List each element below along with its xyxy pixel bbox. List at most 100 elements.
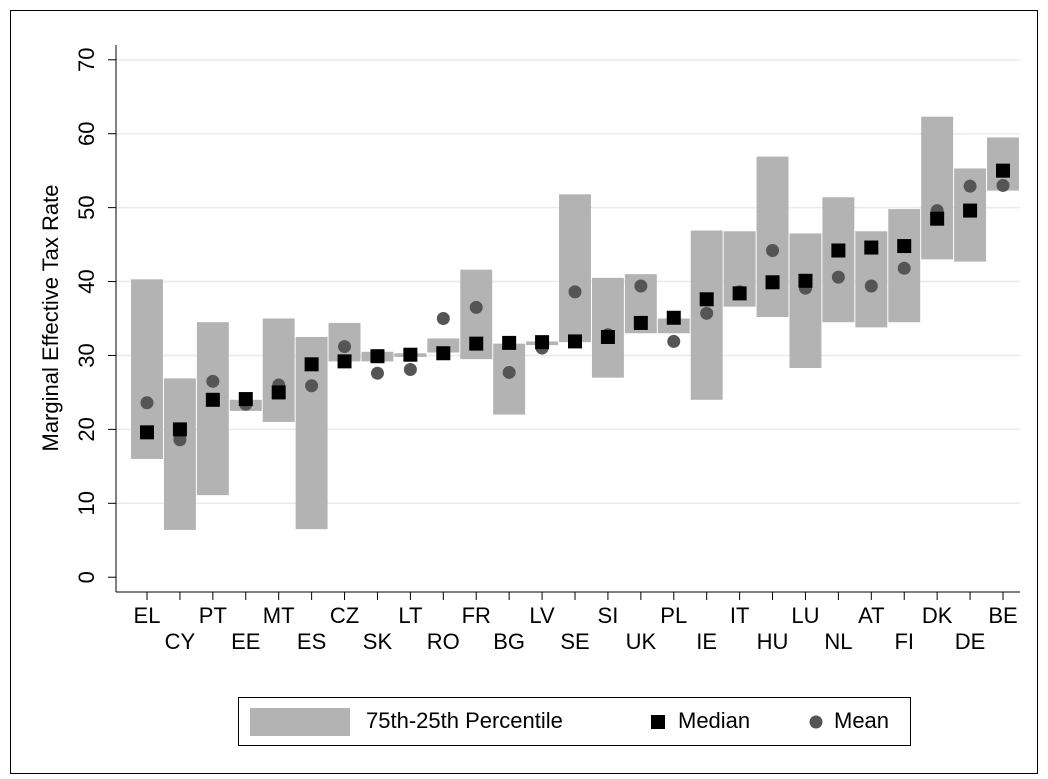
mean-dot bbox=[173, 433, 187, 447]
legend-label: Mean bbox=[834, 708, 889, 733]
range-bar bbox=[921, 116, 954, 260]
mean-dot bbox=[667, 334, 681, 348]
legend-swatch bbox=[651, 715, 665, 729]
x-tick-label: ES bbox=[297, 629, 326, 654]
x-tick-label: FR bbox=[462, 603, 491, 628]
x-tick-label: EE bbox=[231, 629, 260, 654]
x-tick-label: SE bbox=[560, 629, 589, 654]
x-tick-label: LV bbox=[529, 603, 555, 628]
median-marker bbox=[436, 346, 451, 361]
x-tick-label: CY bbox=[165, 629, 196, 654]
median-marker bbox=[864, 240, 879, 255]
x-tick-label: LU bbox=[791, 603, 819, 628]
median-marker bbox=[699, 292, 714, 307]
mean-dot bbox=[766, 243, 780, 257]
median-marker bbox=[205, 392, 220, 407]
mean-dot bbox=[634, 279, 648, 293]
range-bar bbox=[657, 318, 690, 334]
range-bar bbox=[196, 322, 229, 496]
x-tick-label: BE bbox=[988, 603, 1017, 628]
legend bbox=[238, 697, 911, 746]
range-bar bbox=[822, 197, 855, 323]
median-marker bbox=[271, 385, 286, 400]
range-bar bbox=[559, 194, 591, 343]
range-bar bbox=[262, 318, 295, 422]
x-tick-label: CZ bbox=[330, 603, 359, 628]
median-marker bbox=[370, 349, 385, 364]
mean-dot bbox=[831, 270, 845, 284]
y-tick-label: 60 bbox=[74, 121, 99, 145]
mean-dot bbox=[502, 365, 516, 379]
median-marker bbox=[172, 422, 187, 437]
mean-dot bbox=[897, 261, 911, 275]
mean-dot bbox=[700, 306, 714, 320]
x-tick-label: EL bbox=[134, 603, 161, 628]
legend-label: 75th-25th Percentile bbox=[366, 708, 563, 733]
median-marker bbox=[140, 425, 154, 440]
mean-dot bbox=[370, 366, 384, 380]
range-bar bbox=[789, 233, 822, 369]
mean-dot bbox=[963, 179, 977, 193]
median-marker bbox=[337, 354, 352, 369]
range-bar bbox=[493, 343, 526, 415]
x-tick-label: HU bbox=[757, 629, 789, 654]
x-tick-label: PL bbox=[660, 603, 687, 628]
x-tick-label: NL bbox=[824, 629, 852, 654]
median-marker bbox=[568, 334, 582, 349]
y-tick-label: 70 bbox=[74, 48, 99, 72]
median-marker bbox=[732, 286, 747, 301]
median-marker bbox=[238, 392, 253, 407]
range-bar bbox=[427, 338, 460, 353]
legend-label: Median bbox=[678, 708, 750, 733]
y-tick-label: 20 bbox=[74, 417, 99, 441]
median-marker bbox=[666, 310, 681, 325]
x-tick-label: DK bbox=[922, 603, 953, 628]
median-marker bbox=[469, 336, 484, 351]
x-tick-label: LT bbox=[398, 603, 422, 628]
median-marker bbox=[502, 335, 517, 350]
median-marker bbox=[897, 239, 912, 254]
mean-dot bbox=[568, 285, 582, 299]
legend-swatch bbox=[809, 715, 823, 729]
mean-dot bbox=[140, 396, 154, 410]
x-tick-label: RO bbox=[427, 629, 460, 654]
y-axis-title: Marginal Effective Tax Rate bbox=[38, 185, 63, 452]
median-marker bbox=[996, 163, 1010, 178]
mean-dot bbox=[403, 363, 417, 377]
mean-dot bbox=[996, 178, 1010, 192]
median-marker bbox=[963, 203, 978, 218]
median-marker bbox=[403, 347, 418, 362]
y-tick-label: 50 bbox=[74, 195, 99, 219]
x-tick-label: FI bbox=[894, 629, 914, 654]
legend-swatch bbox=[250, 708, 350, 736]
range-bar bbox=[163, 378, 196, 530]
y-tick-label: 30 bbox=[74, 343, 99, 367]
median-marker bbox=[930, 211, 945, 226]
x-tick-label: IT bbox=[730, 603, 750, 628]
y-tick-label: 10 bbox=[74, 491, 99, 515]
median-marker bbox=[831, 243, 846, 258]
median-marker bbox=[765, 275, 780, 290]
mean-dot bbox=[338, 340, 352, 354]
y-tick-label: 0 bbox=[74, 571, 99, 583]
x-tick-label: MT bbox=[263, 603, 295, 628]
median-marker bbox=[535, 335, 550, 350]
median-marker bbox=[304, 357, 319, 372]
x-tick-label: IE bbox=[696, 629, 717, 654]
mean-dot bbox=[305, 379, 319, 393]
x-tick-label: DE bbox=[955, 629, 986, 654]
mean-dot bbox=[436, 312, 450, 325]
x-tick-label: SI bbox=[598, 603, 619, 628]
x-tick-label: UK bbox=[626, 629, 657, 654]
x-tick-label: PT bbox=[199, 603, 227, 628]
y-tick-label: 40 bbox=[74, 269, 99, 293]
mean-dot bbox=[469, 300, 483, 314]
x-tick-label: AT bbox=[858, 603, 884, 628]
mean-dot bbox=[206, 374, 220, 388]
median-marker bbox=[600, 329, 615, 344]
x-tick-label: SK bbox=[363, 629, 393, 654]
x-tick-label: BG bbox=[493, 629, 525, 654]
median-marker bbox=[798, 273, 813, 288]
range-bar bbox=[756, 156, 789, 318]
